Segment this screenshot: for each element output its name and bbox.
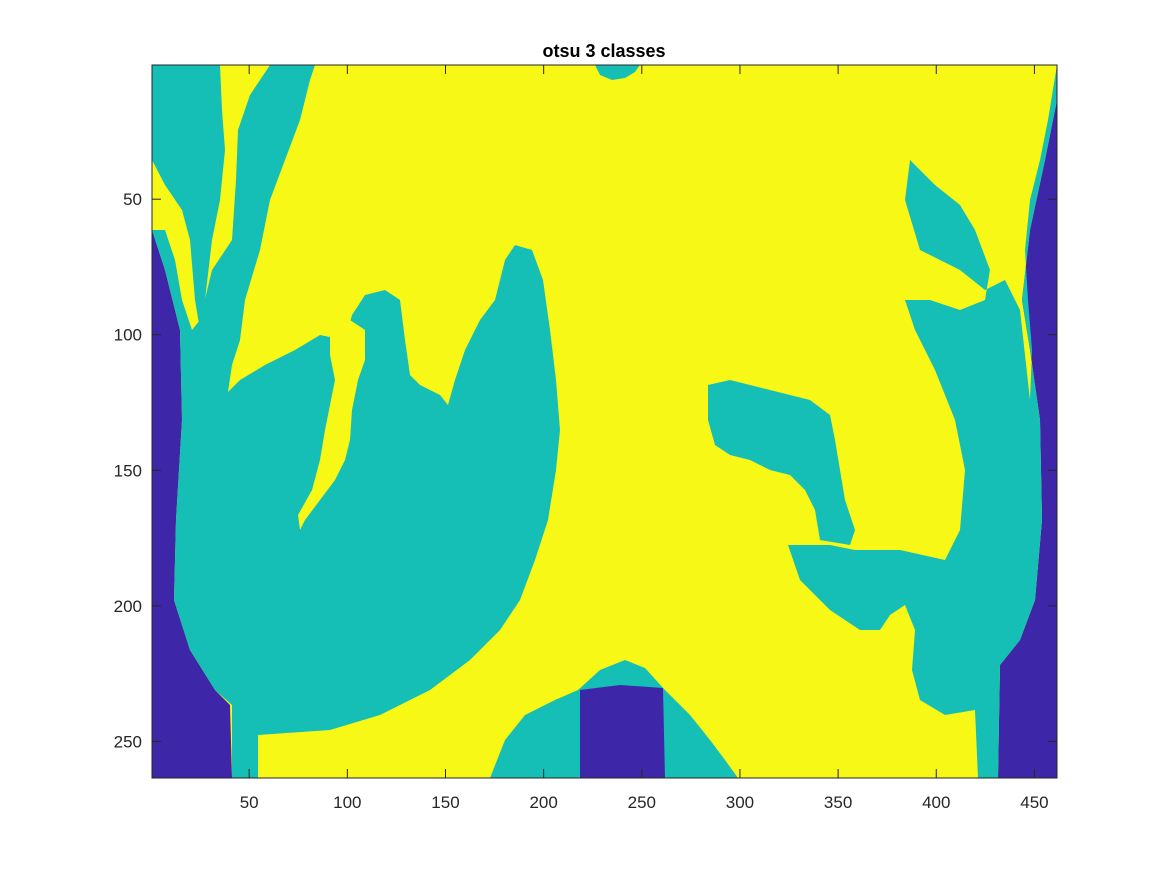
right-dark-region xyxy=(998,100,1057,778)
x-tick-label: 50 xyxy=(240,793,259,812)
x-tick-label: 450 xyxy=(1020,793,1048,812)
left-bright-speckle xyxy=(298,320,365,530)
axes-box xyxy=(151,64,1058,779)
x-tick-label: 150 xyxy=(431,793,459,812)
y-tick-label: 200 xyxy=(114,597,142,616)
right-mid-region xyxy=(708,65,1057,778)
left-mid-region xyxy=(152,65,560,778)
figure-title: otsu 3 classes xyxy=(542,41,665,61)
x-tick-label: 350 xyxy=(824,793,852,812)
y-tick-label: 250 xyxy=(114,732,142,751)
x-tick-label: 200 xyxy=(529,793,557,812)
y-tick-label: 50 xyxy=(123,190,142,209)
x-axis: 50 100 150 200 250 300 350 400 450 xyxy=(240,65,1049,812)
bottom-dark-region xyxy=(580,685,665,778)
left-dark-region xyxy=(152,230,232,778)
top-mid-speckle xyxy=(595,65,640,80)
x-tick-label: 100 xyxy=(333,793,361,812)
image-plot-area xyxy=(151,64,1058,779)
x-tick-label: 250 xyxy=(628,793,656,812)
y-axis: 50 100 150 200 250 xyxy=(114,190,1057,751)
y-tick-label: 150 xyxy=(114,461,142,480)
x-tick-label: 300 xyxy=(726,793,754,812)
x-tick-label: 400 xyxy=(922,793,950,812)
y-tick-label: 100 xyxy=(114,326,142,345)
